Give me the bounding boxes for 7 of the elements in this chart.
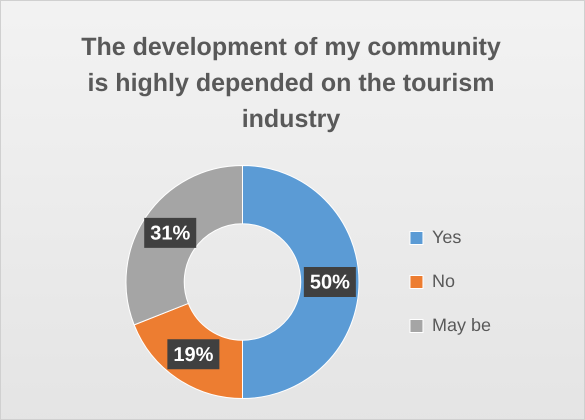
data-label: 19% (173, 344, 214, 366)
legend-label: No (432, 270, 455, 291)
legend-label: May be (432, 314, 492, 335)
data-label: 31% (150, 222, 190, 244)
data-label: 50% (310, 272, 350, 294)
chart-title: The development of my community is highly depended on the tourism industry (80, 32, 502, 135)
legend-label: Yes (432, 226, 462, 247)
